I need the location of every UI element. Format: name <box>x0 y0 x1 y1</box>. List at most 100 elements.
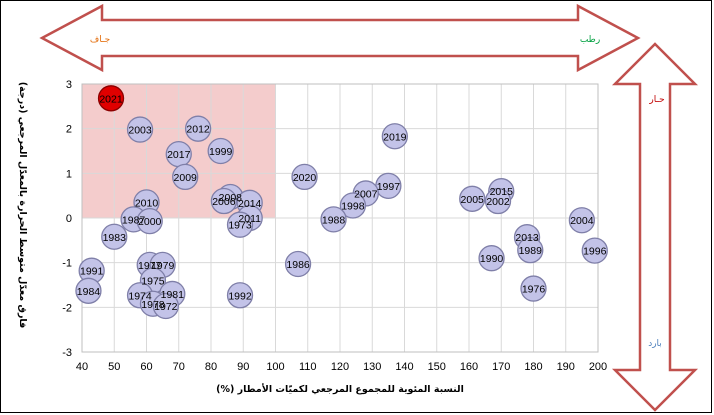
x-tick-label: 100 <box>266 361 284 373</box>
data-point-label: 1996 <box>583 246 607 258</box>
wet-label: رطب <box>580 35 600 45</box>
data-point-label: 1988 <box>322 214 346 226</box>
data-points: 2021 2003 2012 2019 2017 1999 2009 2020 19972007… <box>75 85 608 320</box>
x-tick-label: 160 <box>460 361 478 373</box>
y-tick-label: -2 <box>62 302 72 314</box>
data-point-label: 2020 <box>293 172 317 184</box>
data-point-marker <box>291 163 318 191</box>
y-tick-label: 3 <box>66 79 72 91</box>
data-point-label: 1974 <box>128 290 152 302</box>
data-point-label: 1972 <box>154 301 178 313</box>
data-point-marker <box>320 206 347 233</box>
data-point-label: 1975 <box>141 276 165 288</box>
data-point-label: 2003 <box>128 125 152 137</box>
data-point-label: 2017 <box>167 149 191 161</box>
data-point-label: 2011 <box>238 213 261 225</box>
data-point-label: 2000 <box>138 216 162 228</box>
data-point-label: 2019 <box>383 131 407 143</box>
data-point-label: 1997 <box>377 181 401 193</box>
data-point-label: 2009 <box>174 172 198 184</box>
dry-label: جـاف <box>90 35 110 45</box>
data-point-label: 2014 <box>238 198 262 210</box>
hot-label: حـار <box>648 95 664 105</box>
data-point-label: 2012 <box>186 124 210 136</box>
data-point-marker <box>75 277 102 304</box>
x-tick-label: 80 <box>205 361 217 373</box>
data-point-label: 2002 <box>486 196 510 208</box>
data-point-label: 2010 <box>135 197 159 209</box>
data-point-label: 1978 <box>141 299 165 311</box>
data-point-label: 1986 <box>286 259 310 271</box>
x-tick-labels: 40 50 60 70 80 90 100 110 120 130 140 150 160 170 180 1… <box>76 361 607 373</box>
data-point-marker <box>97 85 125 112</box>
cold-label: بارد <box>648 339 662 349</box>
data-point-label: 2008 <box>219 192 243 204</box>
data-point-label: 1984 <box>77 286 101 298</box>
data-point-label: 2013 <box>515 232 539 244</box>
data-point-marker <box>581 237 608 264</box>
data-point-marker <box>459 185 486 212</box>
x-tick-label: 170 <box>492 361 510 373</box>
data-point-label: 1989 <box>519 245 543 257</box>
x-tick-label: 140 <box>395 361 413 373</box>
data-point-marker <box>136 207 163 235</box>
x-tick-label: 60 <box>140 361 152 373</box>
data-point-label: 1976 <box>522 284 546 296</box>
y-tick-label: 2 <box>66 124 72 136</box>
data-point-marker <box>568 207 596 234</box>
y-tick-label: -3 <box>62 347 72 359</box>
data-point-marker <box>517 237 544 264</box>
x-tick-label: 40 <box>76 361 88 373</box>
x-tick-label: 50 <box>108 361 120 373</box>
x-axis-label: النسبة المئوية للمجموع المرجعي لكميّات ا… <box>216 383 464 395</box>
data-point-label: 1981 <box>161 289 185 301</box>
plot-border <box>81 83 599 353</box>
data-point-label: 2007 <box>354 188 378 200</box>
y-tick-labels: 3 2 1 0 -1 -2 -3 <box>62 79 72 359</box>
x-tick-label: 90 <box>237 361 249 373</box>
data-point-marker <box>152 292 180 320</box>
data-point-label: 1977 <box>138 260 162 272</box>
data-point-label: 1991 <box>80 266 104 278</box>
data-point-label: 2006 <box>212 196 236 208</box>
vertical-double-arrow <box>611 42 699 412</box>
x-tick-label: 110 <box>299 361 317 373</box>
data-point-label: 2015 <box>490 186 514 198</box>
y-tick-label: -1 <box>62 258 72 270</box>
data-point-label: 1973 <box>228 220 252 232</box>
horizontal-double-arrow <box>39 3 641 73</box>
data-point-label: 1983 <box>103 232 127 244</box>
data-point-marker <box>226 282 254 309</box>
x-tick-label: 130 <box>363 361 381 373</box>
x-tick-label: 180 <box>524 361 542 373</box>
data-point-label: 1998 <box>341 200 365 212</box>
data-point-label: 2005 <box>461 194 485 206</box>
data-point-label: 1999 <box>209 146 233 158</box>
data-point-label: 2021 <box>99 93 123 105</box>
x-tick-label: 200 <box>589 361 607 373</box>
data-point-marker <box>207 137 234 165</box>
data-point-label: 2004 <box>570 215 594 227</box>
y-tick-label: 0 <box>66 213 72 225</box>
y-tick-label: 1 <box>66 168 72 180</box>
data-point-marker <box>484 187 512 215</box>
data-point-marker <box>172 163 199 191</box>
data-point-label: 1987 <box>122 214 146 226</box>
data-point-label: 1992 <box>228 290 252 302</box>
data-point-marker <box>126 116 154 143</box>
x-tick-label: 120 <box>331 361 349 373</box>
y-axis-label: فارق معدّل متوسط الحرارة بالمعدّل المرجع… <box>17 82 28 328</box>
data-point-marker <box>226 211 254 238</box>
x-tick-label: 70 <box>173 361 185 373</box>
data-point-marker <box>381 123 408 150</box>
data-point-marker <box>210 187 238 215</box>
data-point-marker <box>520 275 547 302</box>
x-tick-label: 190 <box>557 361 575 373</box>
data-point-marker <box>101 223 128 250</box>
data-point-marker <box>339 192 367 219</box>
data-point-marker <box>284 250 312 278</box>
data-point-marker <box>184 115 212 142</box>
data-point-marker <box>478 245 505 272</box>
